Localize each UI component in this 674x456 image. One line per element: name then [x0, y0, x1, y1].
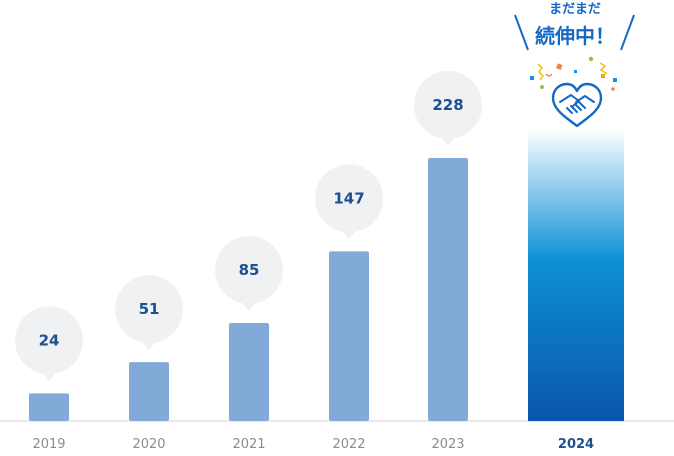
- value-label-2021: 85: [239, 261, 260, 279]
- value-bubble-2022: 147: [315, 164, 383, 240]
- callout-slash-right: [620, 14, 635, 51]
- value-bubble-2021: 85: [215, 235, 283, 311]
- callout-group: まだまだ 続伸中！: [514, 2, 635, 128]
- x-tick-label-2024: 2024: [558, 437, 594, 452]
- x-tick-label-2020: 2020: [132, 437, 165, 452]
- x-tick-label-2021: 2021: [232, 437, 265, 452]
- x-tick-label-2019: 2019: [32, 437, 65, 452]
- x-tick-label-2022: 2022: [332, 437, 365, 452]
- bar-2022: [329, 251, 369, 421]
- value-bubble-2019: 24: [15, 306, 83, 382]
- bar-2021: [229, 322, 269, 421]
- bar-2023: [428, 158, 468, 421]
- value-label-2023: 228: [432, 96, 463, 114]
- value-bubble-2020: 51: [115, 275, 183, 351]
- value-bubble-2023: 228: [414, 71, 482, 146]
- value-label-2019: 24: [39, 331, 60, 349]
- bar-2019: [29, 393, 69, 421]
- bar-2020: [129, 362, 169, 421]
- handshake-heart-icon: [551, 82, 603, 128]
- callout-line1: まだまだ: [549, 2, 601, 17]
- confetti-icon: [530, 56, 617, 91]
- callout-slash-left: [514, 14, 529, 51]
- callout-line2: 続伸中！: [535, 24, 615, 48]
- bar-2024-highlight: [528, 128, 624, 421]
- x-tick-label-2023: 2023: [431, 437, 464, 452]
- value-label-2022: 147: [333, 189, 364, 207]
- value-label-2020: 51: [139, 300, 160, 318]
